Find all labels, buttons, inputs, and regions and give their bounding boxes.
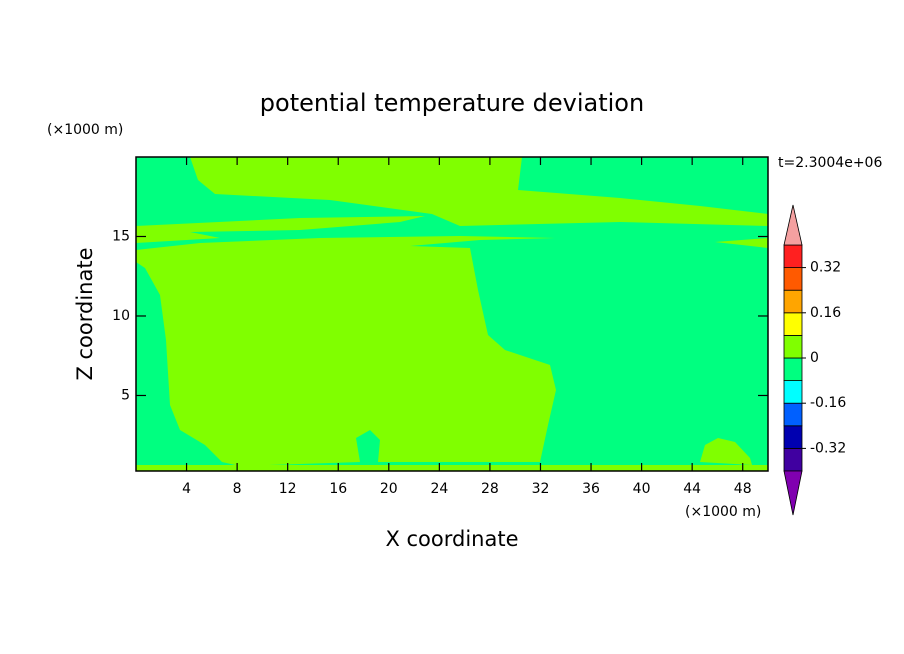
- contour-region: [136, 236, 556, 466]
- colorbar-box: [783, 425, 803, 449]
- colorbar-tick-label: 0.32: [810, 260, 841, 276]
- y-tick-label: 10: [112, 308, 130, 324]
- x-tick-label: 48: [734, 481, 752, 497]
- x-tick-label: 24: [430, 481, 448, 497]
- colorbar-box: [783, 380, 803, 404]
- x-tick-label: 8: [233, 481, 242, 497]
- contour-region: [190, 157, 768, 226]
- colorbar-box: [783, 244, 803, 269]
- colorbar-box: [783, 402, 803, 427]
- colorbar-tick-label: 0.16: [810, 305, 841, 321]
- contour-region: [700, 438, 752, 465]
- colorbar-tick-label: -0.16: [810, 395, 846, 411]
- colorbar-box: [783, 447, 803, 472]
- x-tick-label: 32: [532, 481, 550, 497]
- x-unit: (×1000 m): [685, 504, 761, 520]
- contour-region: [136, 465, 768, 471]
- x-tick-label: 12: [279, 481, 297, 497]
- colorbar-tick-label: 0: [810, 350, 819, 366]
- x-tick-label: 40: [633, 481, 651, 497]
- x-tick-label: 36: [582, 481, 600, 497]
- y-axis-label: Z coordinate: [73, 247, 97, 380]
- contour-field: [136, 157, 768, 471]
- colorbar-extend: [783, 470, 803, 516]
- time-label: t=2.3004e+06: [778, 155, 882, 171]
- colorbar-box: [783, 267, 803, 291]
- x-tick-label: 16: [329, 481, 347, 497]
- y-unit: (×1000 m): [47, 122, 123, 138]
- x-tick-label: 28: [481, 481, 499, 497]
- contour-region: [136, 216, 425, 243]
- colorbar-extend: [783, 204, 803, 246]
- colorbar-box: [783, 289, 803, 314]
- colorbar-box: [783, 357, 803, 382]
- y-tick-label: 15: [112, 228, 130, 244]
- plot-frame: [135, 156, 769, 472]
- x-tick-label: 20: [380, 481, 398, 497]
- x-axis-label: X coordinate: [385, 527, 518, 551]
- x-tick-label: 4: [182, 481, 191, 497]
- chart-title: potential temperature deviation: [260, 89, 644, 117]
- colorbar-box: [783, 312, 803, 336]
- contour-region: [715, 238, 768, 248]
- x-tick-label: 44: [683, 481, 701, 497]
- colorbar-box: [783, 334, 803, 359]
- colorbar-tick-label: -0.32: [810, 440, 846, 456]
- y-tick-label: 5: [121, 387, 130, 403]
